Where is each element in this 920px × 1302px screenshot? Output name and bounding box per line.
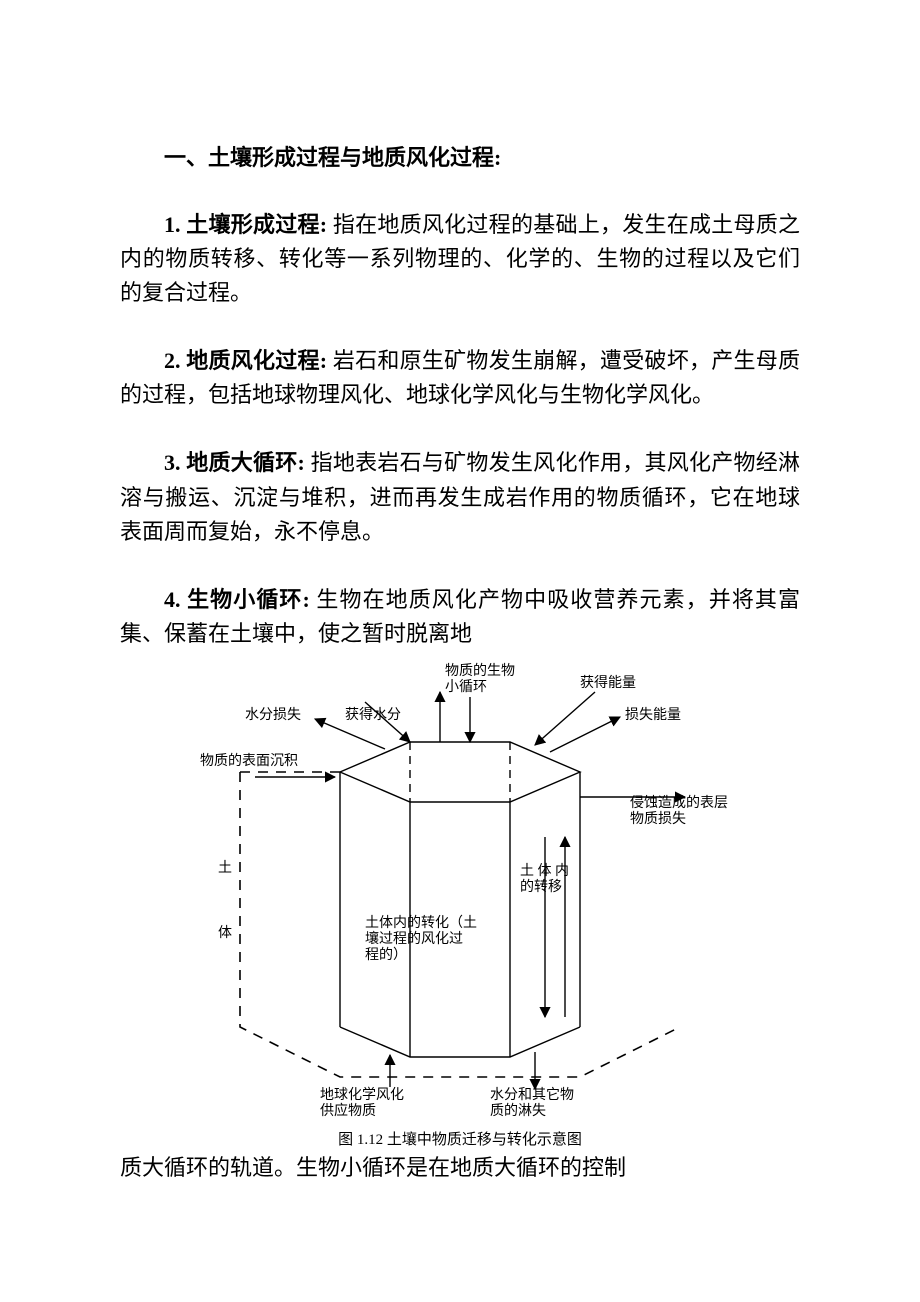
label-inner-transfer-2: 的转移 [520, 879, 562, 895]
label-inner-convert-2: 壤过程的风化过 [365, 930, 463, 947]
document-page: 一、土壤形成过程与地质风化过程: 1. 土壤形成过程: 指在地质风化过程的基础上… [0, 0, 920, 1225]
label-water-loss: 水分损失 [245, 707, 301, 723]
paragraph-2: 2. 地质风化过程: 岩石和原生矿物发生崩解，遭受破坏，产生母质的过程，包括地球… [120, 344, 800, 412]
paragraph-1: 1. 土壤形成过程: 指在地质风化过程的基础上，发生在成土母质之内的物质转移、转… [120, 208, 800, 310]
label-erosion-2: 物质损失 [630, 811, 686, 827]
paragraph-4: 4. 生物小循环: 生物在地质风化产物中吸收营养元素，并将其富集、保蓄在土壤中，… [120, 583, 800, 651]
label-inner-convert-3: 程的） [365, 947, 407, 963]
diagram-container: 物质的生物 小循环 获得能量 损失能量 水分损失 获得水分 物质的表面沉积 侵蚀… [140, 657, 780, 1149]
label-inner-convert-1: 土体内的转化（土 [365, 915, 477, 931]
diagram-caption: 图 1.12 土壤中物质迁移与转化示意图 [140, 1128, 780, 1149]
label-geo-supply-2: 供应物质 [320, 1102, 376, 1119]
term-number-3: 3. [164, 450, 186, 475]
label-geo-supply-1: 地球化学风化 [320, 1087, 404, 1103]
side-arrows [255, 777, 685, 797]
label-erosion-1: 侵蚀造成的表层 [630, 794, 728, 811]
label-gain-energy: 获得能量 [580, 674, 636, 691]
label-bio-cycle-1: 物质的生物 [445, 663, 515, 679]
label-bio-cycle-2: 小循环 [445, 679, 487, 695]
term-3: 地质大循环: [186, 450, 305, 475]
label-leach-2: 质的淋失 [490, 1103, 546, 1119]
label-gain-water: 获得水分 [345, 706, 401, 723]
label-surface-deposit: 物质的表面沉积 [200, 753, 298, 769]
label-inner-transfer-1: 土 体 内 [520, 863, 569, 879]
diagram-labels: 物质的生物 小循环 获得能量 损失能量 水分损失 获得水分 物质的表面沉积 侵蚀… [200, 663, 728, 1119]
label-soil-body-1: 土 [218, 860, 232, 876]
term-4: 生物小循环: [187, 587, 310, 612]
label-soil-body-2: 体 [218, 925, 232, 941]
closing-line: 质大循环的轨道。生物小循环是在地质大循环的控制 [120, 1151, 800, 1185]
soil-body-shape [340, 742, 580, 1057]
label-lose-energy: 损失能量 [625, 707, 681, 723]
soil-cycle-diagram: 物质的生物 小循环 获得能量 损失能量 水分损失 获得水分 物质的表面沉积 侵蚀… [140, 657, 780, 1127]
paragraph-3: 3. 地质大循环: 指地表岩石与矿物发生风化作用，其风化产物经淋溶与搬运、沉淀与… [120, 446, 800, 548]
term-number-4: 4. [164, 587, 187, 612]
label-leach-1: 水分和其它物 [490, 1086, 574, 1103]
term-2: 地质风化过程: [186, 348, 327, 373]
term-number-2: 2. [164, 348, 186, 373]
section-heading: 一、土壤形成过程与地质风化过程: [120, 140, 800, 172]
term-number-1: 1. [164, 212, 186, 237]
term-1: 土壤形成过程: [186, 212, 327, 237]
